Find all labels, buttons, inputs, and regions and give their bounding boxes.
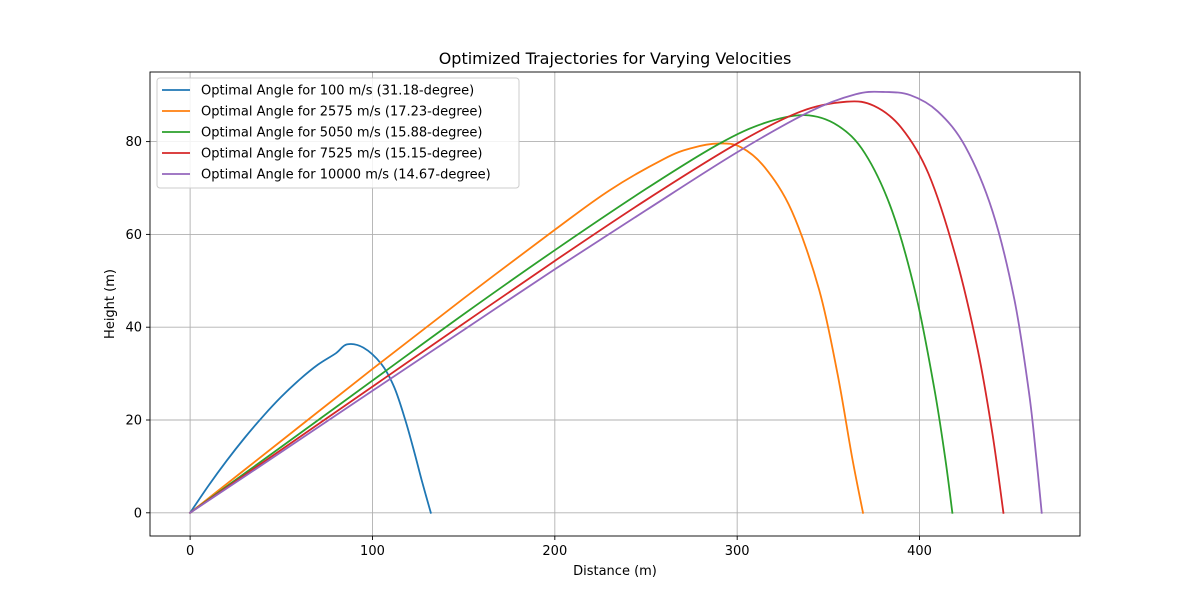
- x-tick-label: 300: [725, 544, 750, 559]
- series-line-1: [188, 142, 865, 515]
- y-tick-label: 20: [125, 414, 142, 429]
- legend: Optimal Angle for 100 m/s (31.18-degree)…: [156, 77, 520, 189]
- series-line-2: [188, 114, 954, 515]
- x-tick-label: 400: [907, 544, 932, 559]
- ticks: 0 100 200 300 400 0 20 40 60 80: [125, 135, 931, 559]
- series-line-0: [188, 343, 432, 515]
- legend-label-4: Optimal Angle for 10000 m/s (14.67-degre…: [201, 168, 491, 183]
- x-axis-label: Distance (m): [573, 564, 657, 579]
- chart-title: Optimized Trajectories for Varying Veloc…: [439, 49, 792, 68]
- x-tick-label: 100: [360, 544, 385, 559]
- legend-label-0: Optimal Angle for 100 m/s (31.18-degree): [201, 84, 474, 99]
- series-line-3: [188, 100, 1005, 515]
- legend-label-3: Optimal Angle for 7525 m/s (15.15-degree…: [201, 147, 482, 162]
- series-line-4: [188, 90, 1043, 515]
- y-tick-label: 60: [125, 228, 142, 243]
- grid: [150, 72, 1080, 536]
- legend-box: [156, 77, 520, 189]
- plot-frame: [149, 71, 1081, 537]
- y-tick-label: 40: [125, 321, 142, 336]
- legend-label-2: Optimal Angle for 5050 m/s (15.88-degree…: [201, 126, 482, 141]
- legend-label-1: Optimal Angle for 2575 m/s (17.23-degree…: [201, 105, 482, 120]
- series-layer: [188, 90, 1043, 515]
- x-tick-label: 200: [542, 544, 567, 559]
- y-tick-label: 0: [134, 506, 142, 521]
- y-axis-label: Height (m): [103, 269, 118, 339]
- y-tick-label: 80: [125, 135, 142, 150]
- x-tick-label: 0: [186, 544, 194, 559]
